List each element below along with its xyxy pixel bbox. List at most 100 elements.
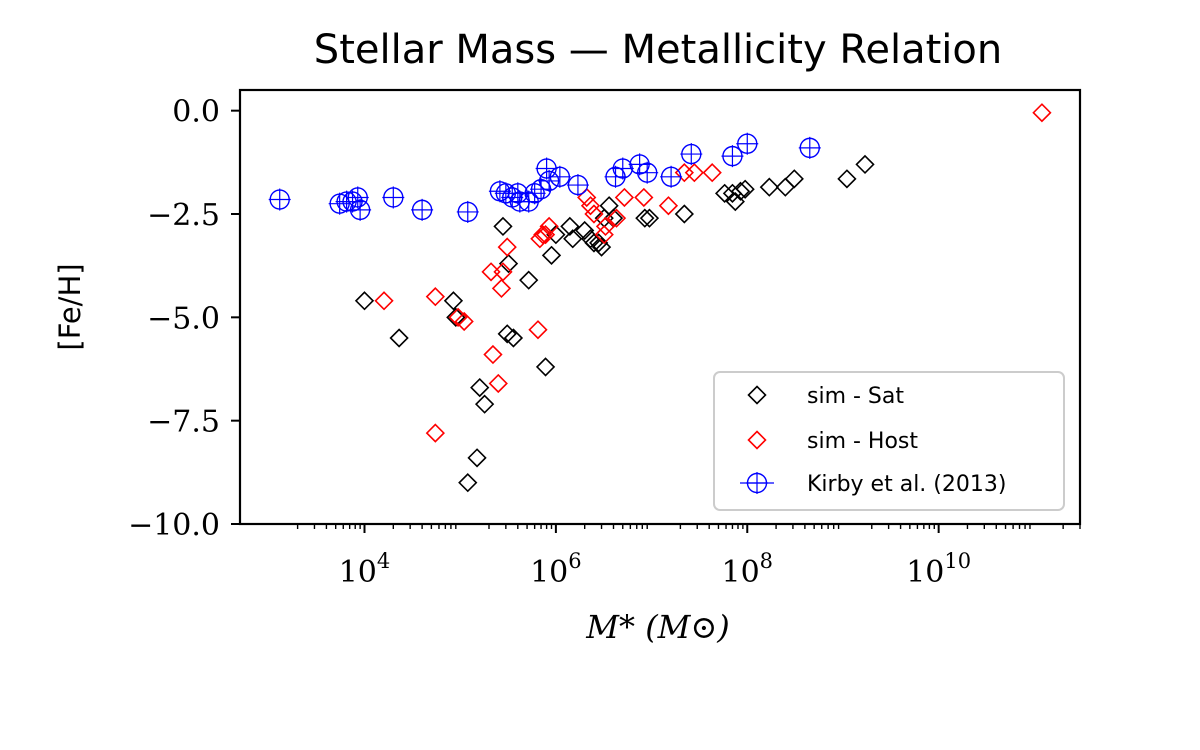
data-point bbox=[349, 198, 372, 221]
data-point bbox=[775, 177, 795, 197]
data-point bbox=[702, 163, 722, 183]
data-point bbox=[591, 237, 612, 257]
data-point bbox=[498, 253, 519, 274]
data-point bbox=[538, 169, 561, 192]
data-point bbox=[425, 423, 445, 443]
data-point bbox=[411, 198, 434, 221]
data-point bbox=[736, 132, 759, 155]
data-point bbox=[1032, 103, 1052, 123]
data-point bbox=[855, 154, 875, 175]
plot-area bbox=[238, 88, 1082, 526]
x-axis: 104 106 108 1010 bbox=[296, 524, 1081, 590]
data-point bbox=[341, 190, 364, 213]
legend-label: sim - Host bbox=[807, 429, 918, 454]
series-sim-sat bbox=[354, 154, 875, 493]
data-point bbox=[575, 220, 595, 241]
chart-title: Stellar Mass — Metallicity Relation bbox=[314, 27, 1002, 73]
data-point bbox=[539, 216, 559, 237]
x-tick-label: 104 bbox=[339, 549, 391, 590]
y-tick-label: −7.5 bbox=[147, 405, 220, 440]
data-point bbox=[446, 307, 466, 327]
data-point bbox=[481, 262, 501, 282]
legend: sim - Sat sim - Host Kirby et al. (2013) bbox=[713, 371, 1065, 511]
data-point bbox=[491, 278, 512, 299]
legend-label: sim - Sat bbox=[807, 384, 904, 409]
x-tick-label: 106 bbox=[530, 549, 582, 590]
data-point bbox=[467, 448, 487, 468]
x-axis-label: M* (M⊙) bbox=[585, 608, 729, 646]
data-point bbox=[497, 237, 517, 257]
data-point bbox=[425, 287, 445, 307]
data-point bbox=[483, 344, 503, 365]
data-point bbox=[474, 394, 495, 414]
data-point bbox=[528, 320, 548, 340]
data-point bbox=[456, 200, 479, 223]
data-point bbox=[346, 186, 369, 209]
data-point bbox=[541, 245, 562, 265]
y-tick-label: −10.0 bbox=[128, 508, 220, 543]
data-point bbox=[837, 169, 857, 189]
data-point bbox=[611, 157, 634, 180]
data-point bbox=[639, 208, 660, 228]
data-point bbox=[563, 229, 583, 249]
data-point bbox=[714, 183, 735, 203]
data-point bbox=[493, 262, 513, 282]
y-tick-label: 0.0 bbox=[172, 95, 220, 130]
data-point bbox=[454, 311, 474, 332]
data-point bbox=[530, 178, 553, 201]
data-point bbox=[635, 208, 655, 228]
data-point bbox=[458, 473, 478, 493]
data-point bbox=[594, 225, 614, 245]
data-point bbox=[684, 163, 704, 183]
y-tick-label: −2.5 bbox=[147, 198, 220, 233]
data-point bbox=[658, 196, 679, 216]
data-point bbox=[488, 373, 508, 394]
data-point bbox=[268, 188, 291, 211]
data-point bbox=[503, 328, 524, 348]
data-point bbox=[530, 229, 550, 249]
data-point bbox=[389, 328, 409, 348]
data-point bbox=[606, 208, 627, 228]
data-point bbox=[535, 357, 556, 377]
data-point bbox=[784, 169, 804, 189]
data-point bbox=[674, 204, 694, 224]
data-point bbox=[759, 177, 779, 197]
legend-marker bbox=[747, 430, 767, 450]
series-kirby-2013 bbox=[268, 132, 821, 223]
series-sim-host bbox=[374, 103, 1052, 443]
data-point bbox=[519, 270, 539, 290]
data-point bbox=[680, 143, 703, 166]
data-point bbox=[589, 233, 609, 253]
y-axis-label: [Fe/H] bbox=[53, 263, 87, 350]
legend-label: Kirby et al. (2013) bbox=[807, 472, 1006, 497]
data-point bbox=[660, 165, 683, 188]
data-point bbox=[523, 182, 546, 205]
data-point bbox=[443, 291, 464, 311]
x-tick-label: 108 bbox=[721, 549, 773, 590]
data-point bbox=[566, 174, 589, 197]
data-point bbox=[493, 216, 513, 237]
legend-marker bbox=[747, 385, 767, 405]
data-point bbox=[721, 145, 744, 168]
x-tick-label: 1010 bbox=[906, 549, 971, 590]
data-point bbox=[577, 187, 597, 208]
data-point bbox=[560, 216, 580, 237]
data-point bbox=[798, 136, 821, 159]
legend-box bbox=[713, 371, 1065, 511]
data-point bbox=[674, 163, 694, 183]
data-point bbox=[614, 187, 635, 208]
data-point bbox=[382, 186, 405, 209]
axes-frame bbox=[238, 88, 1082, 526]
data-point bbox=[730, 181, 751, 201]
data-point bbox=[580, 196, 601, 216]
data-point bbox=[634, 187, 654, 208]
data-point bbox=[584, 204, 604, 224]
data-point bbox=[533, 225, 553, 245]
data-point bbox=[595, 216, 616, 237]
data-point bbox=[374, 291, 394, 311]
data-point bbox=[354, 291, 375, 311]
y-tick-label: −5.0 bbox=[147, 301, 220, 336]
data-point bbox=[470, 377, 490, 398]
data-point bbox=[636, 161, 659, 184]
y-axis: 0.0 −2.5 −5.0 −7.5 −10.0 bbox=[128, 95, 240, 543]
